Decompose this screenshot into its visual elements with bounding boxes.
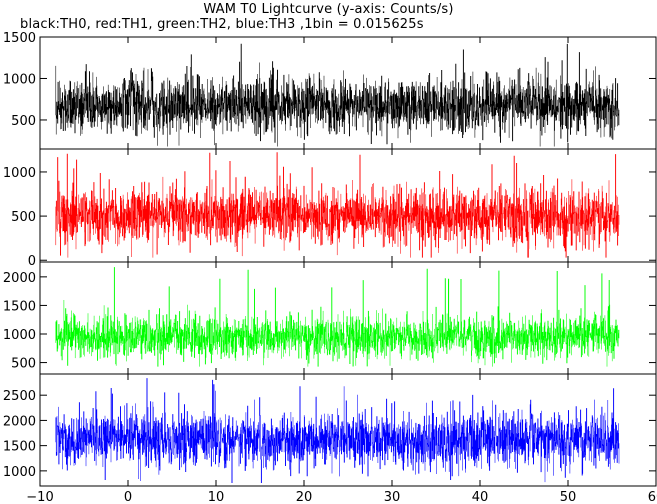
panel-TH3-frame [39,373,657,487]
x-tick-label-30: 30 [384,490,401,504]
x-tick-label--10: −10 [26,490,53,504]
x-tick-label-40: 40 [472,490,489,504]
panel-TH2-frame [39,261,657,375]
chart-subtitle: black:TH0, red:TH1, green:TH2, blue:TH3 … [20,17,424,32]
panel-TH0-frame [39,36,657,150]
series-TH1-line [55,152,620,258]
series-TH0-line [55,43,620,147]
y-tick-label-TH3-2500: 2500 [3,389,36,404]
x-tick-label-60: 60 [648,490,657,504]
y-tick-label-TH2-500: 500 [11,357,36,372]
y-tick-label-TH2-1000: 1000 [3,328,36,343]
y-tick-label-TH1-500: 500 [11,210,36,225]
y-tick-label-TH2-1500: 1500 [3,299,36,314]
series-TH2-line [55,267,620,367]
y-tick-label-TH0-500: 500 [11,114,36,129]
x-tick-label-10: 10 [208,490,225,504]
x-tick-label-50: 50 [560,490,577,504]
y-tick-label-TH3-1500: 1500 [3,440,36,455]
y-tick-label-TH3-2000: 2000 [3,414,36,429]
y-tick-label-TH1-0: 0 [28,254,36,269]
y-tick-label-TH3-1000: 1000 [3,465,36,480]
y-tick-label-TH0-1000: 1000 [3,72,36,87]
y-tick-label-TH0-1500: 1500 [3,31,36,46]
y-tick-label-TH1-1000: 1000 [3,166,36,181]
series-TH3-line [55,378,620,483]
x-tick-label-20: 20 [296,490,313,504]
chart-title: WAM T0 Lightcurve (y-axis: Counts/s) [203,2,454,17]
x-tick-label-0: 0 [124,490,132,504]
y-tick-label-TH2-2000: 2000 [3,271,36,286]
